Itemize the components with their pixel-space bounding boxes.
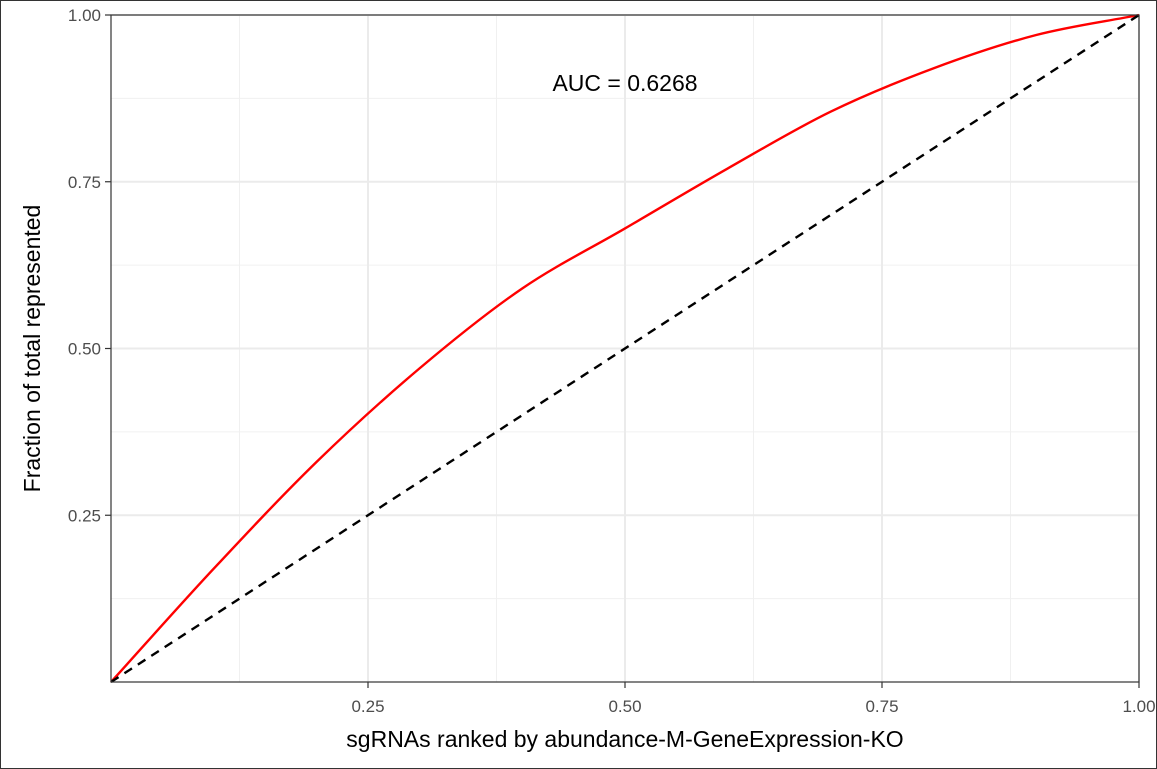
axis-ticks — [105, 14, 1140, 688]
y-tick-label: 0.50 — [68, 340, 101, 359]
y-axis-title: Fraction of total represented — [19, 205, 45, 493]
y-tick-label: 0.75 — [68, 173, 101, 192]
x-axis-title: sgRNAs ranked by abundance-M-GeneExpress… — [346, 726, 903, 752]
series-layer — [110, 13, 1140, 684]
auc-annotation: AUC = 0.6268 — [552, 70, 697, 96]
diagonal-reference-line — [110, 13, 1140, 684]
y-tick-label: 1.00 — [68, 6, 101, 25]
y-tick-label: 0.25 — [68, 506, 101, 525]
x-tick-label: 1.00 — [1122, 697, 1155, 716]
x-tick-label: 0.25 — [351, 697, 384, 716]
auc-curve-line — [110, 13, 1140, 683]
axis-tick-labels: 0.25 0.50 0.75 1.00 0.25 0.50 0.75 1.00 — [68, 6, 1156, 716]
x-tick-label: 0.75 — [865, 697, 898, 716]
x-tick-label: 0.50 — [608, 697, 641, 716]
